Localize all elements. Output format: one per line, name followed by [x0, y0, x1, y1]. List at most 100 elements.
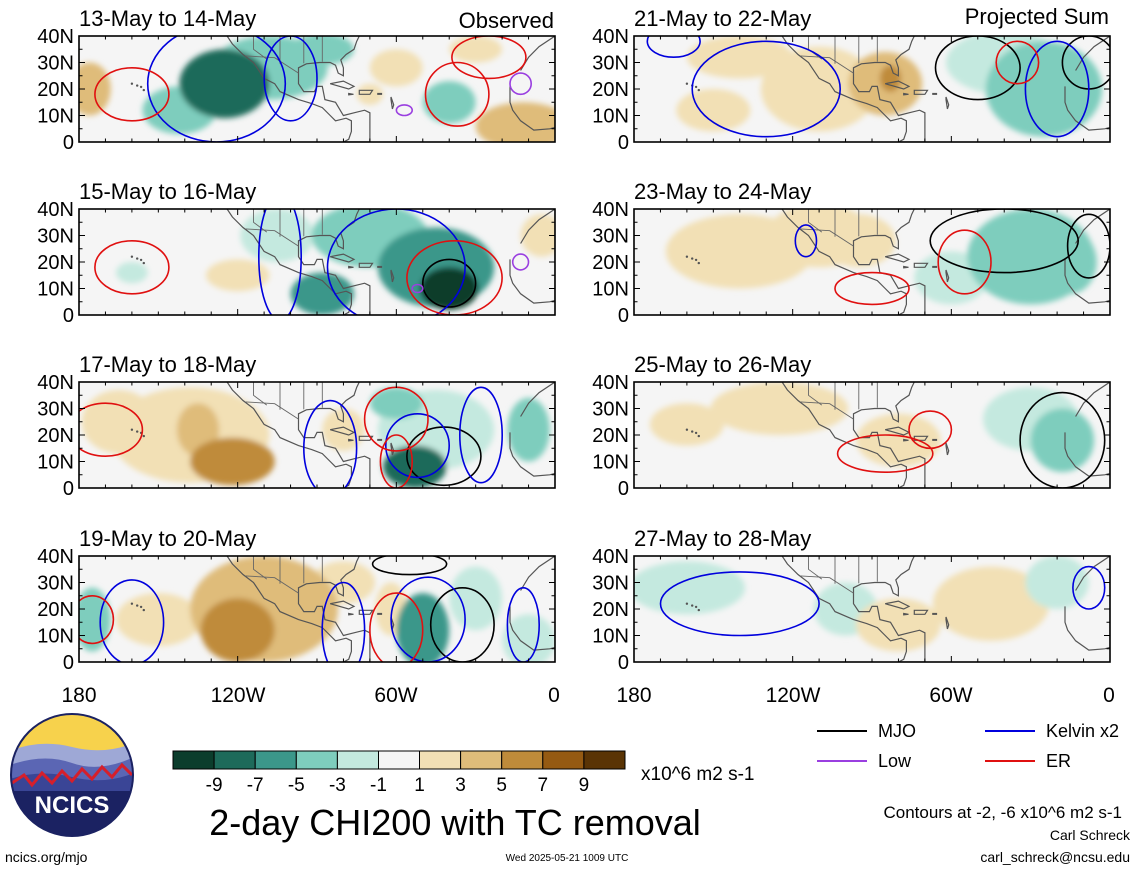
colorbar-swatch — [336, 750, 379, 770]
colorbar-label: -1 — [370, 775, 387, 796]
contour-line — [384, 412, 450, 479]
contour-line — [834, 271, 910, 306]
coastline-island — [903, 92, 909, 96]
author-email[interactable]: carl_schreck@ncsu.edu — [980, 849, 1130, 865]
chart-title: 2-day CHI200 with TC removal — [209, 802, 701, 843]
border-line — [245, 401, 299, 420]
contour-line — [263, 36, 318, 122]
coastline-africa — [1064, 382, 1110, 477]
coastline-island — [691, 257, 694, 260]
x-tick-label: 60W — [374, 684, 417, 707]
contour-note: Contours at -2, -6 x10^6 m2 s-1 — [883, 803, 1122, 822]
coastline-island — [130, 82, 134, 85]
coastline-americas — [226, 382, 371, 488]
contour-line — [511, 253, 530, 271]
x-tick-label: 180 — [61, 684, 96, 707]
border-line — [800, 55, 854, 74]
coastline-island — [330, 253, 356, 263]
coastline-island — [685, 428, 689, 431]
anomaly-region — [1025, 556, 1089, 609]
colorbar-swatch — [213, 750, 256, 770]
colorbar-label: -9 — [206, 775, 223, 796]
colorbar-label: 3 — [455, 775, 466, 796]
coastline-island — [945, 96, 950, 110]
border-line — [245, 575, 299, 594]
coastline-island — [139, 605, 143, 609]
coastline-island — [697, 434, 700, 438]
coastline-island — [130, 602, 134, 605]
y-tick-label: 0 — [618, 652, 629, 674]
y-tick-label: 40N — [37, 199, 74, 221]
coastline-americas — [781, 556, 926, 662]
author-name: Carl Schreck — [1050, 827, 1131, 843]
coastline-island — [932, 438, 938, 441]
legend-label-low: Low — [878, 751, 912, 771]
panel-period-label: 13-May to 14-May — [79, 6, 256, 31]
border-line — [808, 209, 823, 233]
y-tick-label: 0 — [63, 305, 74, 327]
y-tick-label: 10N — [37, 452, 74, 474]
coastline-americas — [781, 209, 926, 315]
contour-line — [1072, 565, 1106, 610]
y-tick-label: 40N — [37, 372, 74, 394]
y-tick-label: 10N — [592, 626, 629, 648]
anomaly-region — [369, 387, 423, 420]
coastline-island — [697, 88, 700, 92]
coastline-island — [136, 257, 139, 260]
coastline-americas — [781, 382, 926, 488]
x-axis-right: 180 120W 60W 0 — [616, 684, 1114, 707]
contour-line — [371, 556, 448, 576]
contour-line — [659, 571, 820, 637]
y-tick-label: 20N — [592, 599, 629, 621]
coastline-island — [139, 85, 143, 89]
coastline-island — [390, 442, 395, 456]
contour-line — [379, 434, 413, 488]
contour-line — [908, 410, 953, 450]
coastline-americas — [226, 36, 371, 142]
y-tick-label: 0 — [618, 305, 629, 327]
legend: MJO Kelvin x2 Low ER — [817, 721, 1119, 771]
anomaly-region — [206, 259, 270, 292]
border-line — [245, 228, 299, 247]
anomaly-region — [449, 36, 503, 63]
anomaly-region — [879, 65, 902, 92]
site-link[interactable]: ncics.org/mjo — [5, 849, 88, 865]
y-tick-label: 20N — [37, 252, 74, 274]
anomaly-region — [502, 614, 555, 662]
coastline-island — [694, 85, 698, 89]
anomaly-region — [710, 382, 849, 435]
colorbar-label: -3 — [329, 775, 346, 796]
anomaly-region — [322, 408, 365, 451]
anomaly-region — [856, 598, 941, 652]
x-tick-label: 120W — [211, 684, 266, 707]
contour-line — [934, 36, 1021, 101]
coastline-island — [697, 261, 700, 265]
x-tick-label: 0 — [548, 684, 560, 707]
x-tick-label: 0 — [1103, 684, 1115, 707]
contour-line — [94, 239, 170, 295]
coastline-island — [348, 265, 354, 269]
y-tick-label: 30N — [37, 573, 74, 595]
coastline-island — [697, 608, 700, 612]
colorbar-swatch — [583, 750, 626, 770]
contour-line — [79, 402, 144, 457]
ncics-logo: NCICS — [10, 713, 134, 837]
contour-line — [509, 72, 533, 96]
y-tick-label: 20N — [592, 425, 629, 447]
coastline-island — [142, 88, 145, 92]
legend-label-kelvin: Kelvin x2 — [1046, 721, 1119, 741]
anomaly-region — [290, 272, 354, 315]
coastline-island — [136, 84, 139, 87]
border-line — [800, 401, 854, 420]
panel-period-label: 25-May to 26-May — [634, 352, 811, 377]
coastline-island — [932, 612, 938, 615]
coastline-island — [913, 262, 929, 268]
contour-line — [794, 224, 818, 258]
anomaly-region — [475, 102, 555, 142]
anomaly-region — [520, 214, 555, 257]
coastline-island — [358, 89, 374, 95]
coastline-island — [903, 438, 909, 442]
coastline-island — [903, 612, 909, 616]
